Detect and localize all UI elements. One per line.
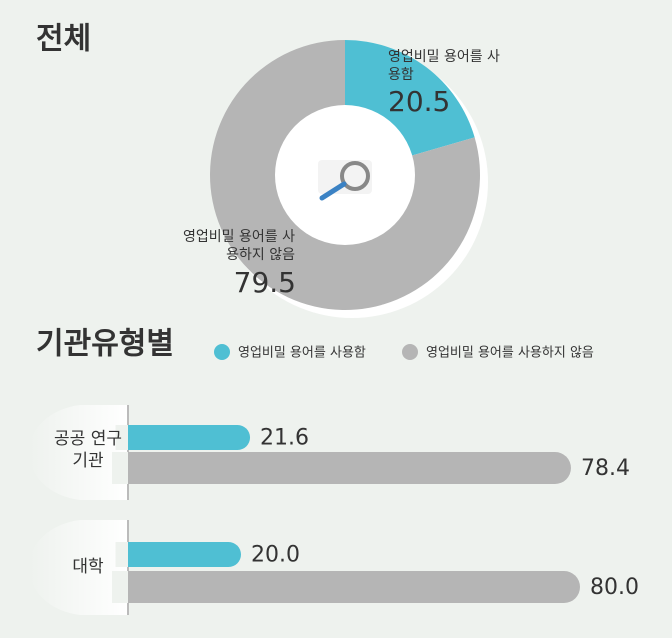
category-bg <box>28 405 128 500</box>
pie-title: 전체 <box>36 22 91 57</box>
value-label: 80.0 <box>590 575 639 600</box>
value-label: 21.6 <box>260 426 309 451</box>
legend-swatch <box>214 344 230 360</box>
legend-label: 영업비밀 용어를 사용함 <box>238 346 366 361</box>
bar <box>115 542 241 567</box>
center-icon <box>318 160 372 201</box>
category-bg <box>28 520 128 615</box>
legend-swatch <box>402 344 418 360</box>
bar-base <box>115 425 128 450</box>
bar-base <box>115 542 128 567</box>
category-label: 대학 <box>72 557 104 577</box>
category-label: 공공 연구기관 <box>54 429 122 471</box>
value-label: 78.4 <box>581 456 630 481</box>
bar-base <box>112 571 128 603</box>
bar-title: 기관유형별 <box>36 327 174 362</box>
slice-value: 79.5 <box>234 266 296 299</box>
bar-base <box>112 452 128 484</box>
bar <box>112 452 571 484</box>
slice-label: 영업비밀 용어를 사용하지 않음 <box>183 229 295 263</box>
bar <box>112 571 580 603</box>
slice-label: 영업비밀 용어를 사용함 <box>388 49 500 83</box>
value-label: 20.0 <box>251 543 300 568</box>
bar <box>115 425 251 450</box>
legend-label: 영업비밀 용어를 사용하지 않음 <box>426 346 594 361</box>
slice-value: 20.5 <box>388 85 450 118</box>
